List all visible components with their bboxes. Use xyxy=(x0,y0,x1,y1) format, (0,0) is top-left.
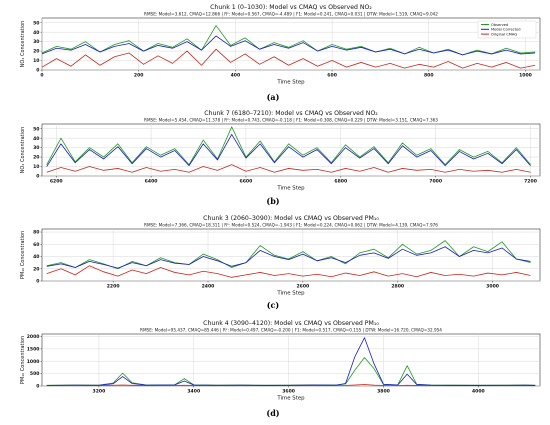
y-tick-label: 20 xyxy=(33,49,39,55)
y-tick-label: 0 xyxy=(36,279,39,285)
y-tick-label: 60 xyxy=(33,242,39,248)
y-tick-label: 1000 xyxy=(27,359,40,365)
y-tick-label: 1500 xyxy=(27,346,40,352)
series-line-original-cmaq xyxy=(42,48,536,69)
y-axis-label: PM₁₀ Concentration xyxy=(20,231,26,279)
legend-entry: Observed xyxy=(491,23,508,27)
x-tick-label: 7200 xyxy=(524,179,537,185)
panel-label: (b) xyxy=(266,196,279,206)
x-tick-label: 6400 xyxy=(145,179,158,185)
series-line-original-cmaq xyxy=(46,164,531,173)
y-tick-label: 10 xyxy=(33,58,39,64)
plot-area xyxy=(41,228,541,282)
y-tick-label: 10 xyxy=(33,164,39,170)
x-tick-label: 3800 xyxy=(377,389,390,395)
x-tick-label: 2600 xyxy=(296,284,309,290)
y-tick-label: 500 xyxy=(30,371,40,377)
plot-area xyxy=(41,333,541,387)
y-tick-label: 0 xyxy=(36,384,39,390)
x-tick-label: 6800 xyxy=(334,179,347,185)
y-tick-label: 0 xyxy=(36,174,39,180)
x-tick-label: 800 xyxy=(424,73,434,79)
legend-entry: Model Corrected xyxy=(491,28,521,32)
y-axis-label: PM₁₀ Concentration xyxy=(20,336,26,384)
y-tick-label: 0 xyxy=(36,68,39,74)
x-tick-label: 3600 xyxy=(282,389,295,395)
panel-label: (a) xyxy=(267,92,280,102)
chart-metrics: RMSE: Model=5.454, CMAQ=11.378 | R²: Mod… xyxy=(144,118,438,123)
y-tick-label: 40 xyxy=(33,136,39,142)
plot-area xyxy=(41,123,541,177)
y-tick-label: 50 xyxy=(33,126,39,132)
legend-entry: Original CMAQ xyxy=(491,32,517,36)
panel-label: (d) xyxy=(266,408,279,418)
series-line-model-corrected xyxy=(42,35,536,56)
x-tick-label: 7000 xyxy=(429,179,442,185)
chart-metrics: RMSE: Model=7.366, CMAQ=18.311 | R²: Mod… xyxy=(144,223,438,228)
y-tick-label: 20 xyxy=(33,266,39,272)
series-line-model-corrected xyxy=(46,246,531,269)
y-tick-label: 30 xyxy=(33,145,39,151)
chart-title: Chunk 4 (3090–4120): Model vs CMAQ vs Ob… xyxy=(203,320,379,327)
y-tick-label: 80 xyxy=(33,230,39,236)
x-tick-label: 2200 xyxy=(107,284,120,290)
series-line-observed xyxy=(42,25,536,56)
x-tick-label: 6600 xyxy=(240,179,253,185)
y-tick-label: 40 xyxy=(33,30,39,36)
x-axis-label: Time Step xyxy=(276,80,305,86)
x-tick-label: 3000 xyxy=(486,284,499,290)
x-axis-label: Time Step xyxy=(276,291,305,297)
panel-label: (c) xyxy=(267,300,280,310)
x-tick-label: 2800 xyxy=(391,284,404,290)
x-axis-label: Time Step xyxy=(276,186,305,192)
chart-panel-3: Chunk 3 (2060–3090): Model vs CMAQ vs Ob… xyxy=(20,215,541,310)
x-tick-label: 4000 xyxy=(472,389,485,395)
chart-panel-4: Chunk 4 (3090–4120): Model vs CMAQ vs Ob… xyxy=(20,320,541,418)
chart-title: Chunk 1 (0–1030): Model vs CMAQ vs Obser… xyxy=(210,4,372,11)
x-tick-label: 6200 xyxy=(50,179,63,185)
x-tick-label: 3200 xyxy=(93,389,106,395)
series-line-observed xyxy=(46,126,531,166)
x-tick-label: 0 xyxy=(40,73,43,79)
x-tick-label: 3400 xyxy=(187,389,200,395)
y-tick-label: 20 xyxy=(33,155,39,161)
series-line-model-corrected xyxy=(46,337,536,386)
x-tick-label: 2400 xyxy=(202,284,215,290)
chart-panel-1: Chunk 1 (0–1030): Model vs CMAQ vs Obser… xyxy=(20,4,541,102)
x-tick-label: 400 xyxy=(231,73,241,79)
legend-box xyxy=(477,20,537,39)
x-tick-label: 200 xyxy=(134,73,144,79)
y-tick-label: 30 xyxy=(33,39,39,45)
chart-metrics: RMSE: Model=95.437, CMAQ=85.446 | R²: Mo… xyxy=(140,328,442,333)
series-line-original-cmaq xyxy=(46,265,531,278)
y-tick-label: 40 xyxy=(33,254,39,260)
y-axis-label: NO₂ Concentration xyxy=(20,127,26,174)
chart-title: Chunk 7 (6180–7210): Model vs CMAQ vs Ob… xyxy=(204,110,378,117)
chart-title: Chunk 3 (2060–3090): Model vs CMAQ vs Ob… xyxy=(203,215,379,222)
x-tick-label: 600 xyxy=(327,73,337,79)
x-axis-label: Time Step xyxy=(276,396,305,402)
chart-panel-2: Chunk 7 (6180–7210): Model vs CMAQ vs Ob… xyxy=(20,110,541,206)
y-tick-label: 2000 xyxy=(27,334,40,340)
x-tick-label: 1000 xyxy=(519,73,532,79)
chart-metrics: RMSE: Model=3.612, CMAQ=12.866 | R²: Mod… xyxy=(144,12,438,17)
series-line-model-corrected xyxy=(46,133,531,167)
series-line-observed xyxy=(46,240,531,270)
y-tick-label: 50 xyxy=(33,20,39,26)
y-axis-label: NO₂ Concentration xyxy=(20,21,26,68)
